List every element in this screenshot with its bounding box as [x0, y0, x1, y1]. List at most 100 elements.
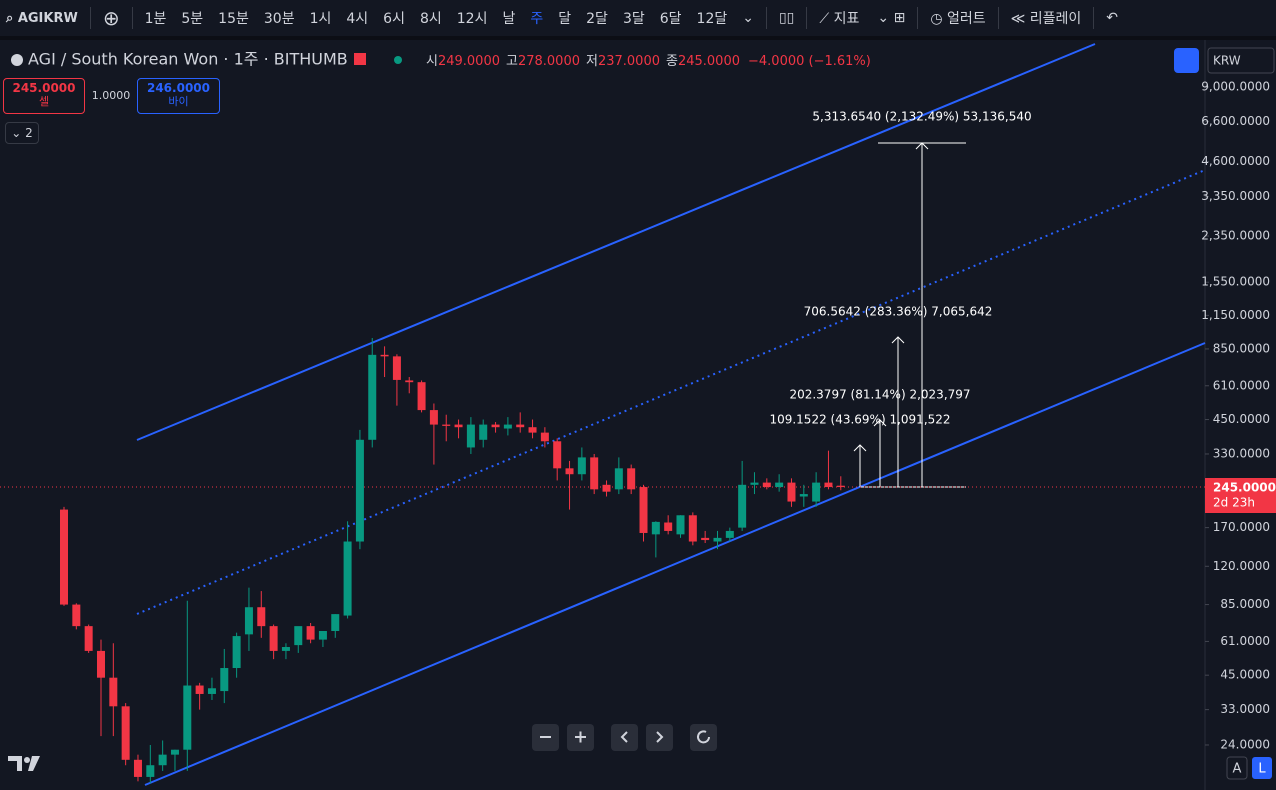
candle-body [331, 614, 340, 631]
interval[interactable]: 5분 [181, 11, 204, 27]
interval[interactable]: 1시 [309, 11, 332, 27]
interval[interactable]: 8시 [419, 11, 442, 27]
interval[interactable]: 30분 [263, 11, 295, 27]
candle-body [787, 482, 796, 502]
y-tick-label: 1,550.0000 [1201, 275, 1270, 289]
candle-body [232, 636, 241, 669]
interval[interactable]: 주 [530, 11, 544, 27]
alert[interactable]: 얼러트 [947, 11, 986, 27]
log-label[interactable]: L [1258, 762, 1266, 777]
chart: 5,313.6540 (2,132.49%) 53,136,540 706.56… [0, 40, 1276, 790]
sync-button[interactable] [1174, 48, 1199, 73]
y-tick-label: 170.0000 [1213, 520, 1270, 534]
toolbar: ⌕ AGIKRW ⊕ 1분 5분 15분 30분 1시 4시 6시 8시 12시 날 주 달 2달 3달 6… [0, 0, 1276, 40]
alert-btn[interactable]: ◷ 얼러트 [930, 11, 986, 27]
candle-body [540, 432, 549, 442]
auto-btn[interactable] [1226, 756, 1248, 780]
sep [917, 7, 919, 29]
templates[interactable]: ⌄ ⊞ [877, 10, 906, 26]
candle-body [738, 484, 747, 528]
price-tag [1205, 478, 1276, 513]
indicator-toggle[interactable]: ⌄ 2 [5, 122, 39, 144]
candle-body [565, 468, 574, 475]
auto-label[interactable]: A [1233, 762, 1242, 777]
candle-body [343, 541, 352, 616]
symbol-search[interactable]: ⌕ AGIKRW [6, 10, 78, 26]
annotation: 706.5642 (283.36%) 7,065,642 [804, 305, 993, 319]
candle-body [109, 677, 118, 707]
candle-body [294, 626, 303, 646]
sell-price[interactable]: 245.0000 [12, 81, 76, 95]
candle-body [627, 468, 636, 490]
undo[interactable]: ↶ [1106, 10, 1119, 26]
candle-body [146, 765, 155, 777]
ohlc-label: 저 [586, 54, 598, 69]
channel-mid [136, 169, 1206, 615]
candle-body [269, 626, 278, 651]
sep [765, 7, 767, 29]
y-tick-label: 850.0000 [1213, 341, 1270, 355]
ohlc-label: 시 [426, 54, 438, 69]
y-tick-label: 33.0000 [1220, 702, 1270, 716]
y-tick-label: 6,600.0000 [1201, 114, 1270, 128]
sell-label[interactable]: 셀 [38, 95, 50, 108]
candle-body [195, 685, 204, 694]
more[interactable]: ⌄ [742, 10, 754, 26]
reset[interactable] [690, 724, 717, 751]
sep [806, 7, 808, 29]
flag[interactable] [354, 53, 366, 65]
currency[interactable]: KRW [1213, 54, 1241, 68]
indicator-count[interactable]: 2 [25, 126, 33, 140]
sep [1093, 7, 1095, 29]
sep [89, 7, 91, 29]
interval[interactable]: 15분 [218, 11, 249, 27]
nav-buttons [532, 724, 717, 751]
candle-body [725, 530, 734, 538]
candle-body [84, 626, 93, 651]
candle-body [220, 668, 229, 692]
candle-body [812, 482, 821, 502]
scroll-right[interactable] [646, 724, 673, 751]
interval[interactable]: 날 [502, 11, 516, 27]
interval[interactable]: 1분 [144, 11, 167, 27]
buy-label[interactable]: 바이 [168, 95, 189, 108]
scroll-left[interactable] [611, 724, 638, 751]
chart-style[interactable]: ▯▯ [778, 10, 795, 26]
candle-body [639, 487, 648, 533]
add[interactable]: ⊕ [102, 6, 120, 30]
y-tick-label: 1,150.0000 [1201, 308, 1270, 322]
candle-body [454, 424, 463, 428]
candle-body [306, 626, 315, 640]
candle-body [170, 749, 179, 755]
candle-body [121, 706, 130, 760]
replay[interactable]: 리플레이 [1029, 11, 1082, 27]
log-btn[interactable] [1252, 757, 1272, 779]
replay-btn[interactable]: ≪ 리플레이 [1010, 11, 1082, 27]
last-price: 245.0000 [1213, 481, 1276, 495]
y-tick-label: 2,350.0000 [1201, 229, 1270, 243]
ohlc-value: 278.0000 [518, 54, 580, 69]
candle-body [762, 482, 771, 488]
interval[interactable]: 6달 [659, 11, 682, 27]
currency-box[interactable] [1207, 47, 1275, 74]
interval[interactable]: 달 [558, 11, 572, 27]
buy-price[interactable]: 246.0000 [146, 81, 210, 95]
indicators-btn[interactable]: ⟋ 지표 [819, 11, 860, 27]
tv-logo [8, 756, 40, 771]
sell-button[interactable]: 245.0000 셀 [3, 78, 85, 114]
interval[interactable]: 12시 [456, 11, 488, 27]
interval[interactable]: 12달 [696, 11, 728, 27]
interval[interactable]: 2달 [586, 11, 608, 27]
interval[interactable]: 6시 [383, 11, 405, 27]
interval[interactable]: 4시 [346, 11, 369, 27]
interval[interactable]: 3달 [622, 11, 645, 27]
ohlc-label: 종 [666, 54, 678, 69]
symbol[interactable]: AGIKRW [17, 10, 78, 26]
candle-body [577, 457, 586, 475]
candle-body [824, 482, 833, 488]
candle-body [528, 427, 537, 433]
buy-button[interactable]: 246.0000 바이 [137, 78, 220, 114]
ohlc: 시249.0000 고278.0000 저237.0000 종245.0000 −4.0… [426, 54, 871, 69]
indicators[interactable]: 지표 [833, 11, 860, 27]
candle-body [368, 354, 377, 440]
